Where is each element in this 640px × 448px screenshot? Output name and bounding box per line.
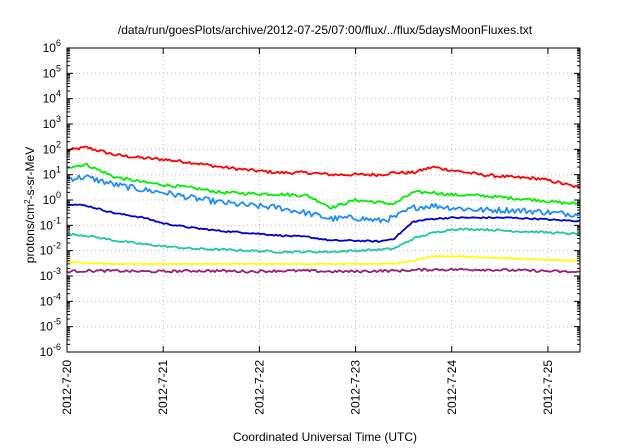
y-tick-label: 10-4 xyxy=(40,291,61,308)
x-axis-label: Coordinated Universal Time (UTC) xyxy=(233,430,417,444)
series-line xyxy=(66,203,581,244)
y-tick-label: 102 xyxy=(43,139,61,156)
y-tick-label: 104 xyxy=(43,89,61,106)
y-tick-label: 101 xyxy=(43,165,61,182)
chart-title: /data/run/goesPlots/archive/2012-07-25/0… xyxy=(118,23,533,37)
y-tick-label: 105 xyxy=(43,63,61,80)
x-tick-label: 2012-7-23 xyxy=(349,360,363,415)
x-tick-label: 2012-7-22 xyxy=(252,360,266,415)
x-tick-label: 2012-7-24 xyxy=(445,360,459,415)
y-tick-label: 103 xyxy=(43,114,61,131)
y-tick-label: 10-2 xyxy=(40,241,61,258)
series-line xyxy=(66,255,580,266)
x-tick-label: 2012-7-21 xyxy=(156,360,170,415)
x-tick-label: 2012-7-20 xyxy=(60,360,74,415)
series-line xyxy=(66,162,581,210)
y-axis-label: protons/cm2-s-sr-MeV xyxy=(23,147,38,263)
y-tick-label: 106 xyxy=(43,38,61,55)
y-tick-label: 100 xyxy=(43,190,61,207)
series-line xyxy=(66,267,580,274)
series-line xyxy=(66,174,581,224)
svg-text:protons/cm2-s-sr-MeV: protons/cm2-s-sr-MeV xyxy=(23,147,38,263)
ticks: 106 105 104 103 102 101 100 10-1 10-2 10-3 10-4 10-… xyxy=(40,38,580,415)
y-tick-label: 10-1 xyxy=(40,215,61,232)
y-tick-label: 10-3 xyxy=(40,266,61,283)
y-tick-label: 10-5 xyxy=(40,317,61,334)
series-layer xyxy=(66,145,581,274)
x-tick-label: 2012-7-25 xyxy=(541,360,555,415)
grid xyxy=(66,47,580,353)
series-line xyxy=(66,145,580,189)
series-line xyxy=(66,227,581,254)
y-tick-label: 10-6 xyxy=(40,342,61,359)
